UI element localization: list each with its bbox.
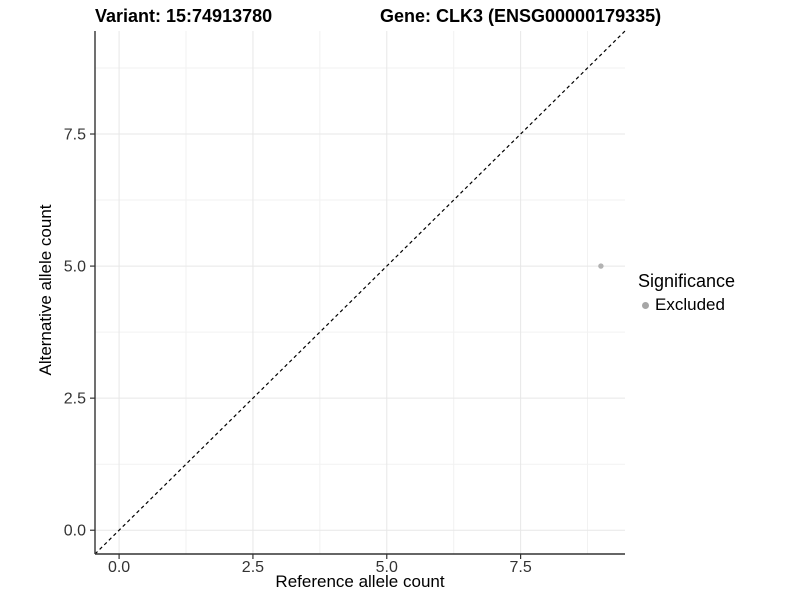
legend: Significance Excluded (638, 271, 735, 315)
legend-title: Significance (638, 271, 736, 291)
x-tick-label: 0.0 (108, 559, 130, 576)
x-axis-title: Reference allele count (275, 572, 445, 591)
data-point (598, 263, 604, 269)
legend-key-dot-icon (642, 301, 649, 309)
variant-title: Variant: 15:74913780 (95, 6, 273, 26)
y-axis-title: Alternative allele count (36, 204, 55, 376)
x-tick-label: 2.5 (242, 559, 264, 576)
identity-dashed-line (94, 30, 626, 555)
y-tick-label: 7.5 (64, 127, 86, 144)
y-tick-label: 2.5 (64, 391, 86, 408)
legend-item-label: Excluded (655, 295, 725, 314)
legend-item-excluded: Excluded (638, 295, 735, 315)
gene-title: Gene: CLK3 (ENSG00000179335) (380, 6, 662, 26)
y-tick-label: 0.0 (64, 523, 86, 540)
x-tick-label: 7.5 (509, 559, 531, 576)
x-tick-label: 5.0 (376, 559, 398, 576)
y-tick-label: 5.0 (64, 259, 86, 276)
